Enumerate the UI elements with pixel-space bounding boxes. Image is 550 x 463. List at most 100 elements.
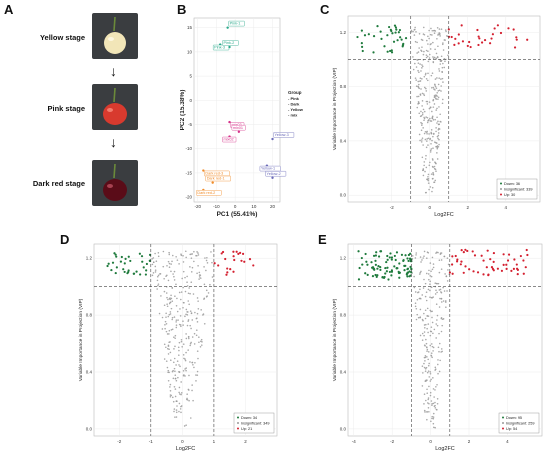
point-insignificant bbox=[171, 287, 174, 289]
point-insignificant bbox=[196, 317, 198, 319]
point-insignificant bbox=[180, 381, 182, 383]
point-down bbox=[361, 49, 364, 53]
point-up bbox=[525, 248, 528, 252]
point-down bbox=[406, 257, 409, 260]
x-tick-label: 0 bbox=[234, 204, 237, 209]
point-up bbox=[221, 250, 225, 254]
point-insignificant bbox=[174, 377, 177, 380]
point-insignificant bbox=[152, 272, 155, 274]
pca-point-label: Pink-1 bbox=[230, 22, 241, 26]
point-down bbox=[388, 270, 392, 274]
point-insignificant bbox=[182, 324, 184, 326]
point-insignificant bbox=[169, 386, 171, 388]
point-insignificant bbox=[186, 393, 188, 395]
point-insignificant bbox=[196, 272, 198, 275]
point-insignificant bbox=[427, 358, 429, 361]
point-insignificant bbox=[168, 262, 171, 265]
point-insignificant bbox=[442, 286, 444, 289]
cherry-yellow-icon bbox=[104, 16, 126, 54]
point-insignificant bbox=[425, 272, 428, 275]
point-insignificant bbox=[426, 348, 429, 351]
point-insignificant bbox=[172, 361, 175, 364]
point-insignificant bbox=[419, 334, 422, 337]
point-insignificant bbox=[442, 62, 444, 65]
point-insignificant bbox=[161, 316, 164, 319]
point-insignificant bbox=[437, 282, 440, 285]
point-insignificant bbox=[172, 377, 175, 380]
point-insignificant bbox=[209, 283, 211, 286]
pca-label-box bbox=[222, 136, 237, 143]
point-insignificant bbox=[438, 28, 441, 30]
point-insignificant bbox=[431, 72, 434, 74]
point-insignificant bbox=[168, 253, 171, 256]
x-tick-label: 4 bbox=[506, 439, 509, 444]
point-up bbox=[500, 269, 504, 272]
point-insignificant bbox=[174, 388, 177, 390]
point-insignificant bbox=[438, 89, 441, 92]
point-up bbox=[483, 38, 487, 42]
point-insignificant bbox=[414, 302, 417, 304]
point-insignificant bbox=[436, 91, 439, 94]
point-down bbox=[404, 37, 408, 40]
point-insignificant bbox=[159, 273, 162, 275]
point-insignificant bbox=[152, 261, 155, 263]
legend-marker bbox=[502, 427, 504, 430]
point-insignificant bbox=[432, 41, 434, 44]
point-insignificant bbox=[185, 308, 188, 311]
point-insignificant bbox=[196, 370, 199, 373]
point-insignificant bbox=[193, 343, 196, 345]
point-insignificant bbox=[190, 341, 192, 344]
x-tick-label: -20 bbox=[194, 204, 201, 209]
point-insignificant bbox=[413, 286, 416, 289]
point-down bbox=[370, 261, 373, 264]
point-insignificant bbox=[151, 263, 154, 266]
y-tick-label: 15 bbox=[187, 25, 193, 30]
point-insignificant bbox=[180, 338, 183, 341]
point-insignificant bbox=[429, 43, 432, 46]
point-insignificant bbox=[156, 275, 159, 278]
point-insignificant bbox=[423, 255, 425, 257]
point-insignificant bbox=[416, 41, 418, 44]
point-insignificant bbox=[434, 30, 437, 32]
point-down bbox=[390, 49, 393, 52]
point-up bbox=[477, 43, 480, 47]
point-insignificant bbox=[187, 336, 190, 338]
point-insignificant bbox=[436, 145, 439, 147]
point-insignificant bbox=[425, 346, 428, 348]
point-insignificant bbox=[189, 342, 192, 345]
point-insignificant bbox=[157, 255, 160, 258]
point-down bbox=[360, 29, 363, 32]
point-insignificant bbox=[182, 306, 184, 309]
point-insignificant bbox=[424, 295, 427, 298]
point-insignificant bbox=[191, 389, 193, 392]
point-insignificant bbox=[432, 266, 435, 269]
point-insignificant bbox=[430, 120, 433, 122]
point-up bbox=[235, 250, 238, 253]
point-insignificant bbox=[173, 357, 176, 360]
point-insignificant bbox=[430, 310, 432, 313]
cherry-dark-icon bbox=[103, 163, 127, 201]
point-down bbox=[372, 254, 376, 257]
point-insignificant bbox=[187, 320, 190, 322]
point-insignificant bbox=[440, 259, 443, 261]
point-insignificant bbox=[440, 252, 443, 254]
point-down bbox=[390, 29, 393, 33]
point-insignificant bbox=[170, 270, 172, 273]
x-tick-label: -4 bbox=[352, 439, 356, 444]
point-insignificant bbox=[422, 169, 425, 171]
legend-item: - Pink bbox=[288, 96, 300, 101]
point-insignificant bbox=[429, 48, 432, 50]
point-insignificant bbox=[424, 360, 426, 362]
point-insignificant bbox=[429, 371, 432, 373]
point-insignificant bbox=[434, 368, 437, 370]
point-insignificant bbox=[198, 336, 200, 338]
point-insignificant bbox=[185, 367, 187, 369]
point-insignificant bbox=[185, 313, 187, 316]
point-insignificant bbox=[435, 323, 438, 325]
point-insignificant bbox=[206, 256, 208, 259]
point-insignificant bbox=[200, 338, 203, 341]
point-insignificant bbox=[437, 251, 439, 254]
point-insignificant bbox=[189, 266, 191, 268]
point-up bbox=[233, 258, 236, 262]
point-insignificant bbox=[175, 283, 177, 286]
